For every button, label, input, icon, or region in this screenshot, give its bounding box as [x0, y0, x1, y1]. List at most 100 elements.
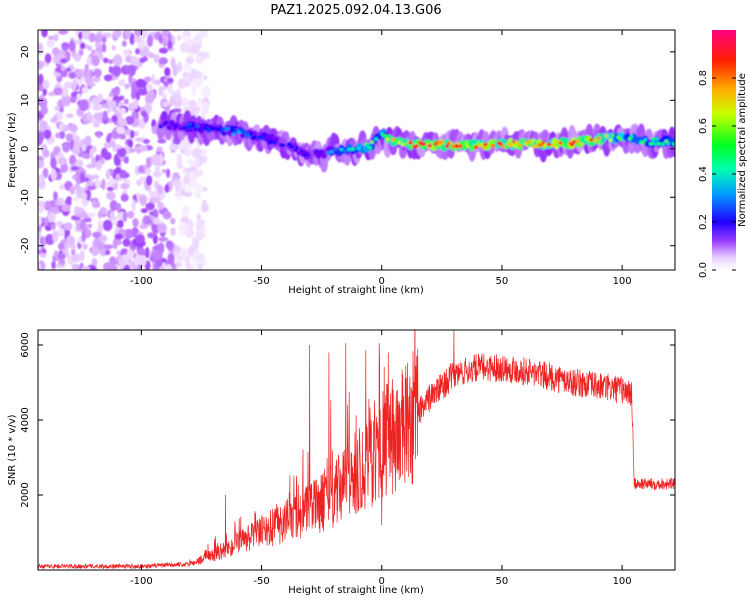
heatmap-cell — [197, 55, 202, 62]
heatmap-cell — [38, 225, 42, 233]
heatmap-cell — [166, 125, 171, 130]
heatmap-cell — [129, 148, 136, 153]
spectrogram-x-label: Height of straight line (km) — [288, 285, 424, 296]
heatmap-cell — [201, 85, 211, 98]
heatmap-cell — [135, 48, 141, 55]
heatmap-cell — [157, 223, 168, 234]
heatmap-cell — [166, 168, 171, 178]
heatmap-cell — [93, 68, 102, 78]
heatmap-cell — [543, 143, 548, 148]
heatmap-cell — [200, 256, 207, 266]
heatmap-cell — [97, 93, 104, 103]
heatmap-cell — [106, 186, 114, 192]
heatmap-cell — [141, 56, 148, 62]
heatmap-cell — [118, 219, 124, 229]
heatmap-cell — [152, 171, 162, 178]
heatmap-cell — [74, 53, 82, 62]
heatmap-cell — [91, 246, 99, 257]
heatmap-cell — [287, 142, 292, 146]
heatmap-cell — [135, 78, 146, 88]
heatmap-cell — [100, 103, 110, 109]
heatmap-cell — [474, 145, 478, 149]
heatmap-cell — [108, 92, 114, 98]
x-tick-label: -100 — [130, 576, 153, 587]
heatmap-cell — [151, 73, 156, 85]
heatmap-cell — [643, 137, 648, 142]
heatmap-cell — [91, 55, 100, 67]
snr-y-axis: 2000 4000 6000 — [20, 332, 675, 508]
heatmap-cell — [131, 199, 136, 212]
heatmap-cell — [196, 193, 201, 198]
heatmap-cell — [136, 148, 142, 154]
heatmap-cell — [158, 86, 164, 97]
heatmap-cell — [138, 88, 148, 96]
heatmap-cell — [73, 196, 78, 202]
heatmap-cell — [192, 250, 202, 256]
heatmap-cell — [86, 163, 97, 169]
heatmap-cell — [374, 137, 378, 141]
heatmap-cell — [144, 76, 152, 83]
heatmap-cell — [167, 40, 173, 50]
heatmap-cell — [108, 66, 113, 74]
heatmap-cell — [38, 262, 42, 270]
heatmap-cell — [306, 153, 311, 158]
x-tick-label: 50 — [496, 576, 509, 587]
heatmap-cell — [60, 65, 66, 72]
heatmap-cell — [122, 210, 128, 222]
heatmap-cell — [81, 86, 89, 94]
heatmap-cell — [38, 215, 43, 227]
heatmap-cell — [53, 33, 59, 42]
heatmap-cell — [164, 264, 173, 270]
heatmap-cell — [193, 170, 199, 176]
heatmap-cell — [356, 146, 361, 151]
heatmap-cell — [105, 182, 114, 186]
heatmap-cell — [117, 118, 127, 127]
heatmap-cell — [38, 73, 44, 86]
heatmap-cell — [579, 142, 584, 147]
heatmap-cell — [385, 137, 390, 142]
heatmap-cell — [175, 182, 181, 193]
heatmap-cell — [92, 231, 102, 238]
heatmap-cell — [103, 262, 113, 270]
heatmap-cell — [325, 151, 330, 155]
heatmap-cell — [198, 30, 206, 34]
y-tick-label: 4000 — [20, 407, 31, 432]
heatmap-cell — [170, 227, 176, 236]
heatmap-cell — [51, 260, 56, 270]
heatmap-cell — [112, 237, 118, 250]
heatmap-cell — [129, 33, 135, 45]
x-tick-label: 100 — [613, 576, 632, 587]
heatmap-cell — [85, 228, 90, 237]
heatmap-cell — [66, 113, 74, 118]
heatmap-cell — [158, 47, 168, 54]
heatmap-cell — [158, 57, 169, 65]
heatmap-cell — [139, 50, 146, 57]
heatmap-cell — [52, 230, 59, 243]
heatmap-cell — [92, 75, 101, 83]
heatmap-cell — [231, 132, 236, 136]
heatmap-cell — [194, 33, 203, 44]
heatmap-cell — [119, 133, 126, 140]
heatmap-cell — [656, 141, 661, 146]
heatmap-cell — [112, 54, 123, 67]
snr-frame — [37, 329, 676, 571]
heatmap-cell — [87, 212, 97, 218]
heatmap-cell — [138, 165, 144, 174]
heatmap-cell — [164, 67, 171, 77]
spectrogram-y-axis: -20 -10 0 10 20 — [20, 45, 675, 254]
heatmap-cell — [68, 40, 76, 52]
heatmap-cell — [123, 228, 134, 239]
heatmap-cell — [169, 143, 179, 152]
heatmap-cell — [479, 143, 484, 147]
heatmap-cell — [73, 139, 81, 152]
x-tick-label: 50 — [496, 276, 509, 287]
heatmap-cell — [158, 34, 163, 44]
heatmap-cell — [629, 134, 634, 139]
heatmap-cell — [102, 219, 113, 232]
heatmap-cell — [167, 252, 175, 265]
heatmap-cell — [78, 99, 89, 111]
heatmap-cell — [190, 43, 200, 54]
heatmap-cell — [119, 95, 125, 101]
heatmap-cell — [179, 221, 187, 227]
heatmap-cell — [84, 63, 89, 73]
